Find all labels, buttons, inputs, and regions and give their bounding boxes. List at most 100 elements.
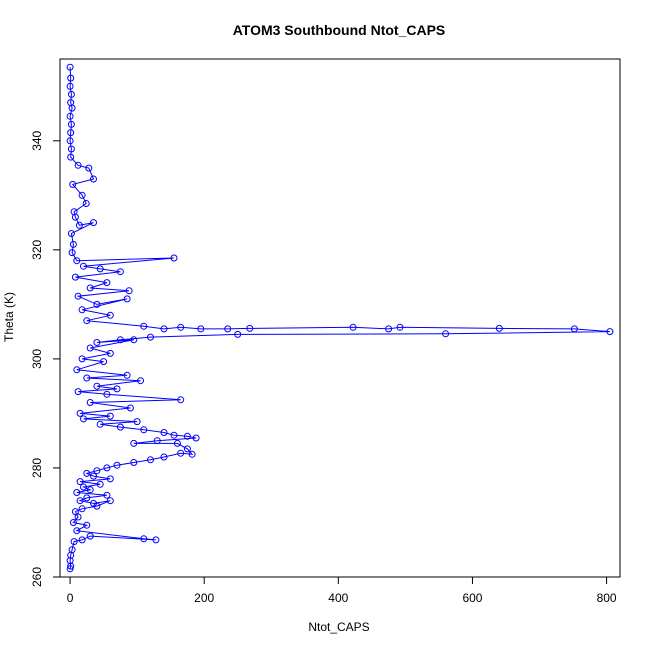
data-point bbox=[71, 508, 79, 516]
data-point bbox=[67, 230, 75, 237]
data-point bbox=[83, 521, 91, 529]
x-axis-label: Ntot_CAPS bbox=[308, 620, 369, 634]
data-point bbox=[67, 145, 75, 153]
x-tick-label: 600 bbox=[462, 591, 482, 605]
data-point bbox=[67, 74, 75, 82]
x-tick-label: 0 bbox=[67, 591, 74, 605]
data-point bbox=[396, 323, 404, 331]
data-point bbox=[80, 262, 87, 270]
data-point bbox=[116, 268, 124, 276]
data-point bbox=[83, 494, 91, 502]
data-point bbox=[80, 483, 87, 491]
data-point bbox=[103, 279, 111, 287]
data-point bbox=[170, 254, 178, 262]
y-tick-label: 320 bbox=[30, 240, 44, 260]
data-point bbox=[170, 431, 178, 439]
data-point bbox=[160, 325, 168, 333]
data-point bbox=[106, 497, 114, 505]
data-point bbox=[66, 565, 74, 573]
data-point bbox=[78, 191, 86, 199]
data-point bbox=[66, 137, 74, 145]
data-point bbox=[66, 63, 74, 71]
data-point bbox=[113, 461, 121, 469]
data-point bbox=[85, 164, 93, 172]
data-point bbox=[78, 505, 86, 513]
data-point bbox=[78, 536, 86, 544]
data-point bbox=[68, 249, 76, 257]
data-point bbox=[177, 323, 185, 331]
data-point bbox=[103, 390, 111, 398]
data-point bbox=[70, 538, 78, 546]
y-tick-label: 340 bbox=[30, 130, 44, 150]
data-point bbox=[93, 382, 101, 390]
data-point bbox=[570, 325, 578, 333]
data-point bbox=[96, 480, 104, 488]
data-point bbox=[86, 399, 94, 406]
data-point bbox=[234, 330, 242, 338]
data-point bbox=[86, 344, 94, 352]
data-point bbox=[385, 325, 393, 333]
data-point bbox=[74, 513, 82, 521]
data-point bbox=[133, 418, 141, 426]
data-point bbox=[67, 90, 75, 98]
data-point bbox=[126, 404, 134, 412]
data-point bbox=[188, 450, 196, 458]
data-point bbox=[71, 213, 79, 221]
data-point bbox=[140, 535, 148, 543]
data-point bbox=[90, 472, 97, 480]
data-point bbox=[106, 475, 114, 483]
data-point bbox=[183, 432, 191, 440]
data-point bbox=[96, 420, 104, 428]
data-point bbox=[86, 284, 94, 292]
data-point bbox=[160, 429, 168, 436]
data-point bbox=[82, 200, 90, 207]
data-point bbox=[106, 349, 114, 357]
data-point bbox=[67, 120, 75, 128]
data-point bbox=[130, 439, 138, 447]
data-point bbox=[606, 328, 614, 336]
data-point bbox=[90, 175, 97, 183]
data-point bbox=[495, 324, 503, 332]
data-point bbox=[197, 325, 205, 333]
data-point bbox=[103, 491, 111, 499]
data-point bbox=[73, 366, 81, 374]
data-point bbox=[86, 532, 94, 540]
data-point bbox=[442, 330, 450, 338]
data-point bbox=[69, 180, 77, 188]
series-line bbox=[69, 67, 610, 569]
x-tick-label: 400 bbox=[328, 591, 348, 605]
data-point bbox=[106, 412, 114, 420]
data-point bbox=[93, 502, 101, 510]
y-tick-label: 300 bbox=[30, 349, 44, 369]
data-point bbox=[152, 536, 160, 544]
data-point bbox=[67, 562, 75, 570]
data-point bbox=[73, 527, 81, 535]
data-point bbox=[66, 112, 74, 120]
data-point bbox=[123, 371, 131, 379]
data-point bbox=[192, 434, 200, 442]
data-point bbox=[67, 129, 75, 137]
data-point bbox=[68, 104, 76, 112]
data-point bbox=[113, 385, 121, 393]
data-point bbox=[125, 287, 133, 295]
y-tick-label: 260 bbox=[30, 567, 44, 587]
data-point bbox=[74, 388, 82, 396]
data-point bbox=[93, 467, 101, 475]
data-point bbox=[66, 82, 74, 90]
data-point bbox=[100, 358, 108, 366]
data-point bbox=[74, 161, 82, 169]
data-point bbox=[173, 439, 181, 447]
data-point bbox=[80, 415, 87, 423]
data-point bbox=[93, 300, 101, 308]
data-point bbox=[246, 324, 254, 332]
plot-frame bbox=[59, 58, 621, 578]
data-point bbox=[93, 339, 101, 346]
data-point bbox=[137, 377, 144, 385]
data-point bbox=[71, 273, 79, 281]
data-point bbox=[73, 257, 81, 265]
data-point bbox=[116, 336, 124, 344]
data-point bbox=[103, 464, 111, 472]
data-point bbox=[160, 453, 168, 461]
y-tick-label: 280 bbox=[30, 458, 44, 478]
